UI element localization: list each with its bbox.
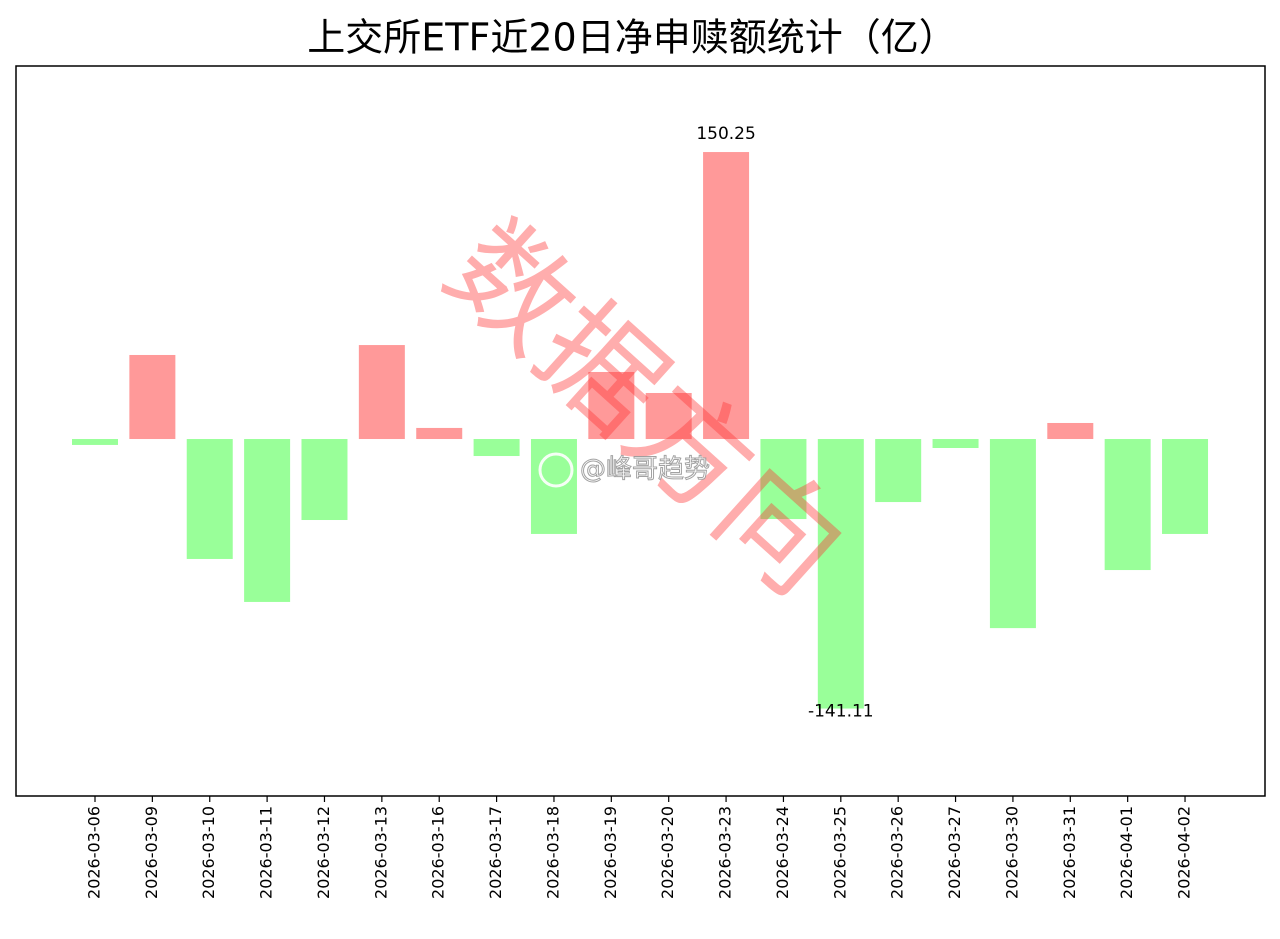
bar bbox=[186, 439, 233, 559]
x-tick-label: 2026-03-25 bbox=[830, 806, 849, 899]
x-tick-label: 2026-03-16 bbox=[429, 806, 448, 899]
plot-frame bbox=[15, 65, 1266, 797]
x-tick-label: 2026-03-18 bbox=[543, 806, 562, 899]
bar bbox=[645, 392, 692, 440]
watermark-logo bbox=[538, 452, 574, 488]
bar bbox=[416, 427, 463, 440]
x-tick-label: 2026-03-11 bbox=[257, 806, 276, 899]
x-tick-label: 2026-03-26 bbox=[888, 806, 907, 899]
watermark: @峰哥趋势 bbox=[580, 455, 710, 485]
bar bbox=[1162, 439, 1209, 534]
x-tick-label: 2026-03-13 bbox=[371, 806, 390, 899]
x-tick-label: 2026-03-31 bbox=[1060, 806, 1079, 899]
x-tick-label: 2026-03-06 bbox=[85, 806, 104, 899]
bar bbox=[1047, 422, 1094, 440]
x-tick-label: 2026-03-17 bbox=[486, 806, 505, 899]
bar bbox=[473, 439, 520, 457]
bar bbox=[301, 439, 348, 521]
x-tick-label: 2026-03-19 bbox=[601, 806, 620, 899]
x-tick-label: 2026-04-02 bbox=[1175, 806, 1194, 899]
bar bbox=[244, 439, 291, 602]
bar bbox=[588, 371, 635, 440]
value-label: 150.25 bbox=[696, 124, 755, 144]
x-tick-label: 2026-03-30 bbox=[1002, 806, 1021, 899]
x-tick-label: 2026-04-01 bbox=[1117, 806, 1136, 899]
bar bbox=[817, 439, 864, 709]
bar bbox=[760, 439, 807, 520]
x-tick-label: 2026-03-27 bbox=[945, 806, 964, 899]
x-tick-label: 2026-03-23 bbox=[716, 806, 735, 899]
x-tick-label: 2026-03-20 bbox=[658, 806, 677, 899]
bar bbox=[989, 439, 1036, 629]
bar bbox=[129, 354, 176, 440]
bar bbox=[703, 152, 750, 440]
value-label: -141.11 bbox=[808, 702, 874, 722]
bar bbox=[875, 439, 922, 503]
bar bbox=[932, 439, 979, 448]
x-tick-label: 2026-03-09 bbox=[142, 806, 161, 899]
chart-title: 上交所ETF近20日净申赎额统计（亿） bbox=[307, 16, 956, 60]
x-tick-label: 2026-03-12 bbox=[314, 806, 333, 899]
x-tick-label: 2026-03-24 bbox=[773, 806, 792, 899]
x-tick-label: 2026-03-10 bbox=[199, 806, 218, 899]
bar bbox=[358, 345, 405, 440]
bar bbox=[1104, 439, 1151, 571]
bar bbox=[72, 439, 118, 445]
watermark: 数据方向 bbox=[420, 197, 870, 621]
